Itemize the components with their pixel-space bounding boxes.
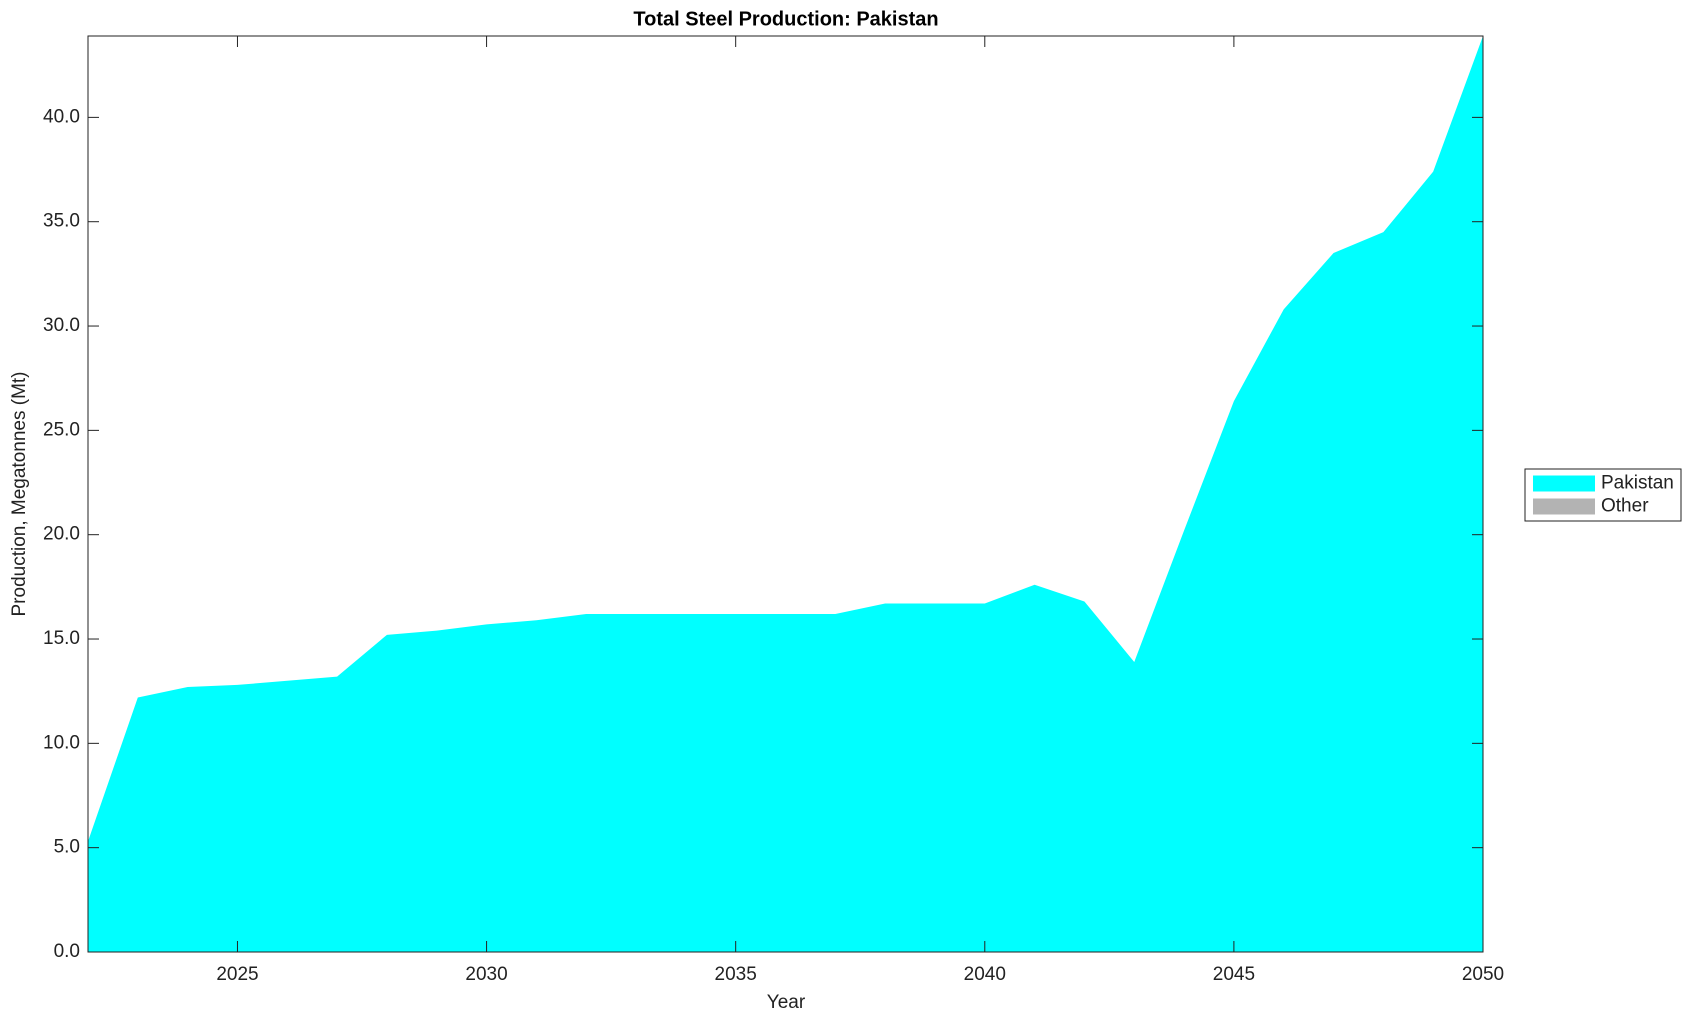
y-tick-label: 10.0 — [43, 732, 80, 753]
area — [88, 36, 1483, 952]
x-tick-label: 2045 — [1213, 964, 1255, 985]
y-tick-label: 15.0 — [43, 628, 80, 649]
x-tick-label: 2035 — [715, 964, 757, 985]
legend-swatch — [1533, 475, 1595, 492]
x-tick-label: 2030 — [465, 964, 507, 985]
y-tick-label: 0.0 — [54, 941, 80, 962]
x-axis-label: Year — [767, 992, 806, 1013]
x-tick-label: 2025 — [216, 964, 258, 985]
legend-label: Other — [1601, 496, 1649, 517]
legend-label: Pakistan — [1601, 473, 1674, 494]
y-axis-label: Production, Megatonnes (Mt) — [9, 371, 30, 616]
y-tick-label: 20.0 — [43, 524, 80, 545]
x-tick-label: 2050 — [1462, 964, 1504, 985]
y-tick-label: 40.0 — [43, 106, 80, 127]
chart-title: Total Steel Production: Pakistan — [633, 8, 938, 30]
y-tick-label: 35.0 — [43, 211, 80, 232]
x-tick-label: 2040 — [964, 964, 1006, 985]
plot-frame — [87, 35, 1484, 953]
y-tick-label: 30.0 — [43, 315, 80, 336]
y-tick-label: 5.0 — [54, 837, 80, 858]
y-tick-label: 25.0 — [43, 419, 80, 440]
legend-swatch — [1533, 498, 1595, 515]
